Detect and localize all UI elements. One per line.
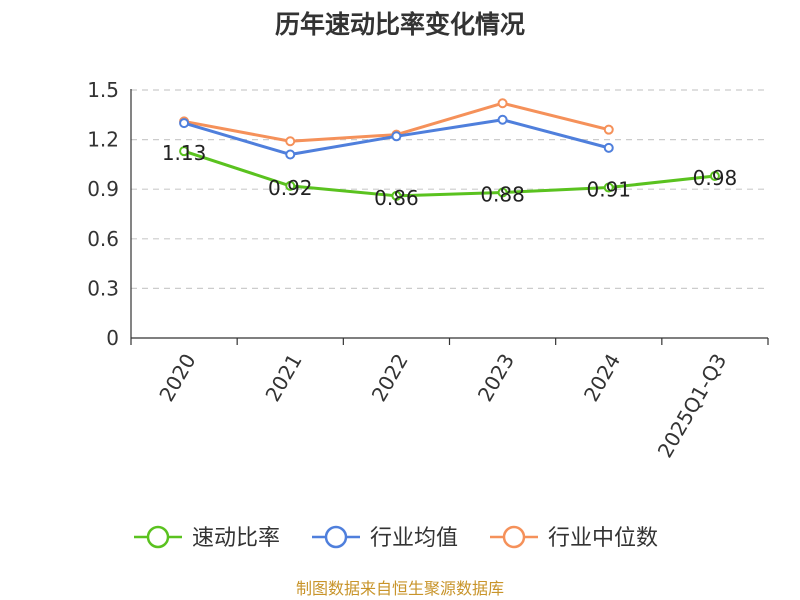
legend: 速动比率 行业均值 行业中位数 [134, 525, 658, 551]
y-tick-label: 0.3 [87, 276, 119, 300]
series-point-1 [179, 118, 190, 129]
series-point-2 [497, 98, 508, 109]
series-point-0 [603, 182, 614, 193]
series-point-0 [285, 180, 296, 191]
series-line-0 [183, 149, 716, 198]
legend-marker-circle [324, 525, 348, 549]
data-label: 0.86 [374, 186, 419, 210]
x-tick-label: 2023 [473, 350, 519, 406]
source-text: 制图数据来自恒生聚源数据库 [296, 579, 504, 598]
x-tick-label: 2024 [579, 350, 625, 406]
data-label: 0.98 [693, 166, 738, 190]
data-labels: 1.13 0.92 0.86 0.88 0.91 0.98 [162, 141, 737, 210]
series-point-1 [391, 131, 402, 142]
axes: 0 0.3 0.6 0.9 1.2 1.5 2020 2021 2022 2023 2024 2025… [87, 78, 769, 462]
y-tick-label: 0.6 [87, 227, 119, 251]
grid [131, 89, 768, 289]
series-point-0 [179, 146, 190, 157]
series-point-1 [497, 114, 508, 125]
data-label: 0.91 [586, 178, 631, 202]
series-point-2 [603, 124, 614, 135]
x-tick-label: 2020 [154, 350, 200, 406]
x-tick-label: 2025Q1-Q3 [653, 350, 732, 462]
legend-marker-circle [146, 525, 170, 549]
x-tick-label: 2021 [260, 350, 306, 406]
legend-label: 行业中位数 [548, 526, 658, 551]
legend-marker-circle [502, 525, 526, 549]
series-point-0 [391, 190, 402, 201]
data-label: 0.88 [480, 183, 525, 207]
legend-label: 速动比率 [192, 526, 280, 551]
legend-label: 行业均值 [370, 526, 458, 551]
y-tick-label: 0 [106, 326, 119, 350]
series-point-0 [709, 170, 720, 181]
data-label: 1.13 [162, 141, 207, 165]
chart-title: 历年速动比率变化情况 [275, 10, 525, 39]
y-tick-label: 0.9 [87, 177, 119, 201]
series-point-0 [497, 187, 508, 198]
series-point-2 [285, 136, 296, 147]
series-point-1 [285, 149, 296, 160]
series-point-1 [603, 142, 614, 153]
x-tick-label: 2022 [367, 350, 413, 406]
series-layer [179, 98, 720, 201]
y-tick-label: 1.5 [87, 78, 119, 102]
y-tick-label: 1.2 [87, 128, 119, 152]
data-label: 0.92 [268, 176, 313, 200]
